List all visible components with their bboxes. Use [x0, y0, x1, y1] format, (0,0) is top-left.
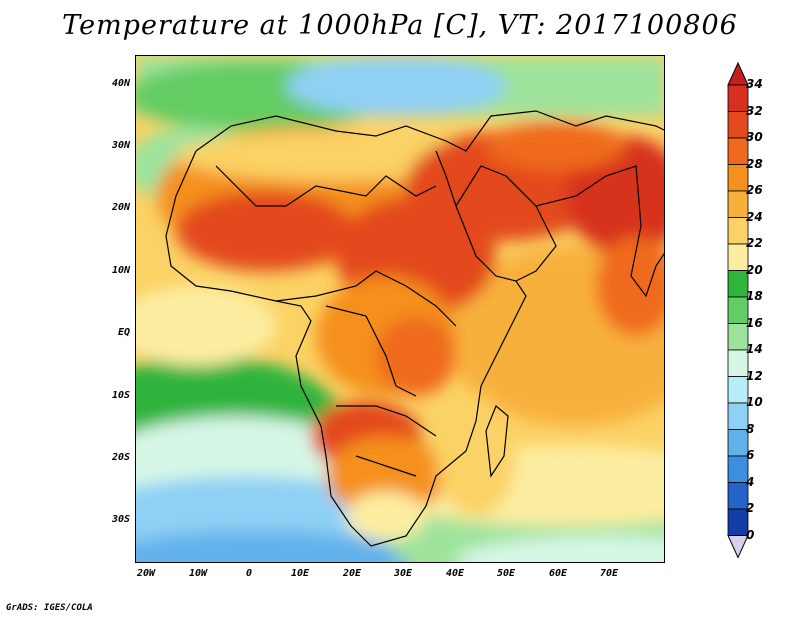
colorbar-label-8: 8: [746, 421, 755, 436]
coastlines: [165, 110, 664, 547]
colorbar-band-20-18: [727, 270, 749, 298]
lat-label-30s: 30S: [111, 514, 130, 525]
lon-label-0: 0: [245, 568, 253, 579]
colorbar-band-4-2: [727, 482, 749, 510]
lon-label-20w: 20W: [136, 568, 156, 579]
lon-label-50e: 50E: [496, 568, 516, 579]
colorbar-band-10-8: [727, 402, 749, 430]
colorbar-band-12-10: [727, 376, 749, 404]
colorbar-label-20: 20: [746, 262, 763, 277]
colorbar-label-10: 10: [746, 395, 763, 409]
map-canvas: [136, 56, 664, 562]
colorbar-band-16-14: [727, 323, 749, 351]
colorbar-band-30-28: [727, 137, 749, 165]
colorbar-top-arrow: [727, 61, 749, 86]
grads-credit: GrADS: IGES/COLA: [6, 603, 93, 613]
colorbar: [727, 61, 749, 559]
lat-label-10s: 10S: [111, 390, 130, 401]
colorbar-label-26: 26: [746, 183, 763, 197]
colorbar-band-24-22: [727, 217, 749, 245]
lon-label-10e: 10E: [290, 568, 310, 579]
colorbar-label-4: 4: [746, 474, 755, 489]
map-title: Temperature at 1000hPa [C], VT: 20171008…: [62, 10, 738, 41]
colorbar-band-34-32: [727, 84, 749, 112]
colorbar-label-2: 2: [746, 501, 755, 515]
colorbar-band-8-6: [727, 429, 749, 457]
temperature-map: [135, 55, 665, 563]
colorbar-label-34: 34: [746, 77, 763, 91]
colorbar-label-0: 0: [746, 527, 755, 542]
colorbar-label-24: 24: [746, 209, 763, 224]
colorbar-band-14-12: [727, 349, 749, 377]
lon-label-60e: 60E: [548, 568, 568, 579]
colorbar-band-32-30: [727, 111, 749, 139]
lat-label-30n: 30N: [111, 140, 130, 151]
colorbar-band-2-0: [727, 508, 749, 536]
lat-label-10n: 10N: [111, 265, 130, 276]
lat-label-eq: EQ: [117, 327, 130, 338]
colorbar-band-28-26: [727, 164, 749, 192]
lon-label-20e: 20E: [342, 568, 362, 579]
colorbar-label-22: 22: [746, 236, 763, 250]
colorbar-band-26-24: [727, 190, 749, 218]
colorbar-label-14: 14: [746, 342, 763, 356]
colorbar-label-12: 12: [746, 368, 763, 383]
colorbar-label-30: 30: [746, 130, 763, 144]
lat-label-20n: 20N: [111, 202, 130, 213]
lon-label-70e: 70E: [599, 568, 619, 579]
colorbar-label-28: 28: [746, 156, 763, 171]
lon-label-40e: 40E: [445, 568, 465, 579]
colorbar-label-16: 16: [746, 315, 763, 330]
lon-label-30e: 30E: [393, 568, 413, 579]
colorbar-band-22-20: [727, 243, 749, 271]
lat-label-40n: 40N: [111, 78, 130, 89]
colorbar-band-6-4: [727, 455, 749, 483]
colorbar-band-18-16: [727, 296, 749, 324]
lat-label-20s: 20S: [111, 452, 130, 463]
lon-label-10w: 10W: [188, 568, 208, 579]
colorbar-label-18: 18: [746, 289, 763, 303]
colorbar-bottom-arrow: [727, 535, 749, 559]
temperature-field: [136, 56, 664, 562]
colorbar-label-32: 32: [746, 103, 763, 118]
colorbar-label-6: 6: [746, 448, 755, 462]
